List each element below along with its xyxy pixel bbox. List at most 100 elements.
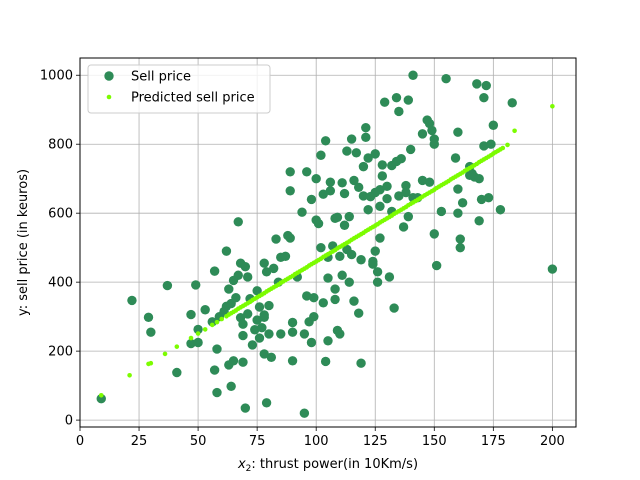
sell-price-point: [391, 92, 402, 103]
sell-price-point: [200, 305, 210, 315]
sell-price-point: [396, 153, 406, 164]
legend-marker-predicted-sell-price: [106, 94, 112, 100]
predicted-sell-price-point: [500, 145, 506, 151]
sell-price-point: [261, 398, 272, 408]
sell-price-point: [358, 191, 369, 201]
sell-price-point: [96, 394, 106, 404]
x-axis-label: x2: thrust power(in 10Km/s): [237, 457, 418, 474]
sell-price-point: [507, 98, 517, 108]
sell-price-point: [330, 284, 340, 294]
y-tick-label: 800: [48, 138, 73, 153]
predicted-sell-price-point: [188, 335, 194, 341]
sell-price-point: [247, 340, 258, 350]
sell-price-point: [285, 233, 295, 243]
sell-price-point: [238, 357, 248, 367]
sell-price-point: [441, 73, 451, 84]
sell-price-point: [287, 356, 298, 366]
sell-price-point: [254, 302, 265, 312]
x-tick-label: 25: [131, 434, 148, 449]
sell-price-point: [363, 153, 373, 163]
sell-price-point: [403, 95, 414, 105]
sell-price-point: [299, 408, 310, 418]
y-tick-label: 400: [48, 276, 73, 291]
predicted-sell-price-point: [505, 142, 510, 148]
sell-price-point: [361, 132, 371, 143]
sell-price-point: [361, 122, 371, 133]
sell-price-point: [240, 261, 251, 272]
sell-price-point: [162, 280, 173, 291]
x-tick-label: 100: [304, 434, 329, 449]
x-tick-label: 175: [481, 434, 506, 449]
sell-price-point: [424, 177, 435, 187]
sell-price-point: [191, 280, 201, 290]
predicted-sell-price-point: [98, 392, 104, 398]
sell-price-point: [455, 234, 465, 244]
sell-price-point: [358, 161, 369, 172]
x-tick-label: 50: [190, 434, 207, 449]
sell-price-point: [483, 192, 494, 203]
sell-price-point: [287, 327, 298, 337]
sell-price-point: [429, 134, 439, 144]
sell-price-point: [280, 251, 291, 261]
sell-price-point: [354, 308, 364, 318]
sell-price-point: [339, 220, 350, 230]
sell-price-point: [398, 222, 409, 232]
sell-price-point: [356, 255, 366, 265]
x-axis-label-var: x: [237, 457, 246, 472]
predicted-sell-price-point: [148, 360, 154, 366]
sell-price-point: [323, 273, 333, 283]
x-tick-label: 75: [249, 434, 266, 449]
sell-price-point: [320, 136, 331, 146]
predicted-sell-price-point: [214, 319, 220, 325]
sell-price-point: [495, 205, 506, 215]
sell-price-point: [233, 270, 243, 280]
sell-price-point: [351, 148, 362, 158]
sell-price-point: [488, 120, 499, 130]
sell-price-point: [375, 201, 385, 211]
predicted-sell-price-point: [202, 327, 208, 332]
sell-price-point: [486, 139, 496, 149]
x-axis-label-subscript: 2: [246, 464, 252, 474]
sell-price-point: [306, 337, 317, 348]
sell-price-point: [389, 303, 399, 313]
sell-price-point: [377, 171, 388, 181]
x-tick-label: 150: [422, 434, 447, 449]
sell-price-point: [403, 211, 414, 222]
predicted-sell-price-point: [219, 316, 225, 322]
sell-price-point: [252, 315, 262, 325]
sell-price-point: [436, 206, 447, 217]
sell-price-point: [226, 381, 236, 392]
y-axis-label: y: sell price (in keuros): [16, 169, 31, 316]
sell-price-point: [431, 260, 442, 271]
sell-price-point: [264, 329, 274, 339]
sell-price-point: [476, 194, 487, 205]
sell-price-point: [375, 185, 385, 195]
sell-price-point: [455, 242, 465, 253]
sell-price-point: [212, 387, 222, 398]
sell-price-point: [339, 188, 350, 199]
y-tick-label: 600: [48, 207, 73, 222]
sell-price-point: [479, 92, 489, 103]
predicted-sell-price-point: [162, 351, 168, 357]
sell-price-point: [474, 216, 484, 226]
sell-price-point: [330, 294, 340, 305]
sell-price-point: [193, 324, 203, 335]
data-points: [96, 70, 558, 418]
sell-price-point: [417, 175, 428, 186]
sell-price-point: [325, 186, 336, 196]
sell-price-point: [384, 272, 395, 282]
sell-price-point: [224, 284, 234, 294]
sell-price-point: [457, 198, 468, 208]
sell-price-point: [264, 300, 274, 311]
legend: Sell price Predicted sell price: [87, 64, 271, 114]
sell-price-point: [228, 356, 239, 366]
sell-price-point: [332, 212, 343, 223]
y-tick-label: 200: [48, 345, 73, 360]
sell-price-point: [242, 272, 253, 282]
sell-price-point: [325, 177, 336, 187]
y-tick-label: 0: [65, 414, 73, 429]
sell-price-point: [375, 233, 385, 243]
sell-price-point: [302, 291, 312, 301]
sell-price-point: [316, 242, 326, 253]
sell-price-point: [346, 134, 357, 144]
